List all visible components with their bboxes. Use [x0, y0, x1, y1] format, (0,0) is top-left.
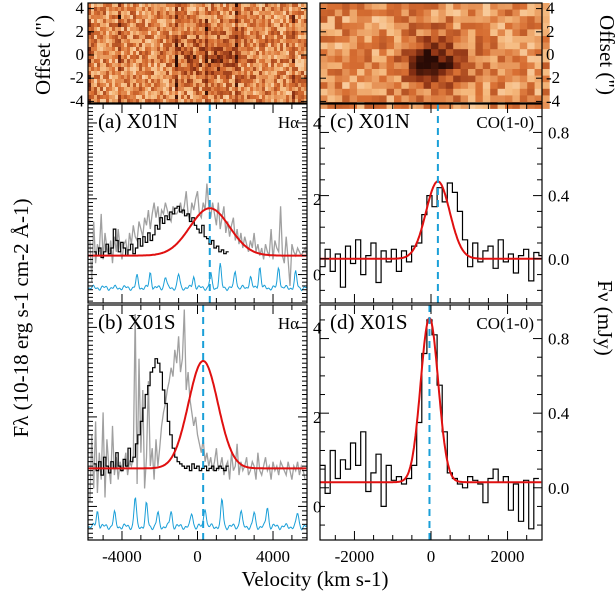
y-tick-label-d: 0.4 — [548, 404, 570, 423]
line-name-d: CO(1-0) — [476, 314, 534, 333]
x-axis-label: Velocity (km s-1) — [242, 567, 389, 591]
noise-spectrum-b — [88, 496, 307, 531]
noise-spectrum-a — [88, 263, 307, 292]
y-tick-label-c: 0.8 — [548, 123, 569, 142]
x-tick-label-d: 0 — [427, 547, 436, 566]
panel-frame-c — [319, 103, 543, 304]
x-tick-label-d: 2000 — [491, 547, 525, 566]
spectrum-2d-co — [319, 2, 550, 109]
y-tick-label-b: 0 — [313, 497, 322, 516]
model-fit-c — [320, 180, 542, 260]
offset-tick-left: -4 — [70, 91, 85, 110]
offset-label-right: Offset (") — [595, 15, 616, 95]
offset-tick-left: -2 — [70, 68, 84, 87]
spectrum-raw-b — [89, 309, 306, 503]
panel-label-b: (b) X01S — [98, 310, 176, 334]
x-tick-label-b: 4000 — [256, 547, 290, 566]
x-tick-label-d: -2000 — [335, 547, 375, 566]
offset-tick-right: 0 — [546, 45, 555, 64]
panel-d: -2000 0 2000 0.0 0.4 0.8 (d) X01S CO(1-0) — [319, 304, 570, 566]
panel-frame-a — [87, 103, 308, 304]
spectrum-binned-a — [93, 205, 229, 259]
y-tick-label-d: 0.0 — [548, 479, 569, 498]
model-fit-d — [320, 316, 542, 484]
offset-tick-right: 4 — [546, 0, 555, 18]
spectrum-raw-a — [89, 183, 307, 286]
x-tick-label-b: -4000 — [102, 547, 142, 566]
y-tick-label-a: 4 — [313, 114, 322, 133]
panel-label-a: (a) X01N — [98, 109, 178, 133]
y-tick-label-c: 0.0 — [548, 250, 569, 269]
offset-tick-right: 2 — [546, 22, 555, 41]
spectrum-2d-halpha — [87, 2, 308, 104]
line-name-a: Hα — [278, 113, 299, 132]
spectrum-binned-c — [320, 182, 542, 288]
y-tick-label-a: 0 — [313, 266, 322, 285]
offset-label-left: Offset (") — [31, 15, 55, 95]
panel-label-d: (d) X01S — [330, 310, 408, 334]
spectrum-binned-b — [93, 358, 229, 476]
line-name-b: Hα — [278, 314, 299, 333]
y-tick-label-b: 4 — [313, 318, 322, 337]
offset-tick-right: -2 — [546, 68, 560, 87]
y-tick-label-c: 0.4 — [548, 187, 570, 206]
panel-a: 0 2 4 (a) X01N Hα — [87, 103, 322, 304]
panel-label-c: (c) X01N — [330, 109, 410, 133]
y-axis-label-right: Fν (mJy) — [593, 280, 616, 355]
x-tick-label-b: 0 — [193, 547, 202, 566]
offset-tick-left: 2 — [76, 22, 85, 41]
model-fit-b — [88, 360, 307, 470]
y-tick-label-b: 2 — [313, 408, 322, 427]
y-tick-label-d: 0.8 — [548, 330, 569, 349]
y-tick-label-a: 2 — [313, 190, 322, 209]
panel-b: -4000 0 4000 0 2 4 (b) X01S Hα — [87, 304, 322, 566]
line-name-c: CO(1-0) — [476, 113, 534, 132]
y-axis-label-left: Fλ (10-18 erg s-1 cm-2 Å-1) — [9, 198, 33, 437]
model-fit-a — [88, 207, 307, 257]
panel-c: 0.0 0.4 0.8 (c) X01N CO(1-0) — [319, 103, 570, 304]
offset-tick-right: -4 — [546, 91, 561, 110]
panel-frame-b — [87, 304, 308, 541]
offset-tick-left: 4 — [76, 0, 85, 18]
offset-tick-left: 0 — [76, 45, 85, 64]
